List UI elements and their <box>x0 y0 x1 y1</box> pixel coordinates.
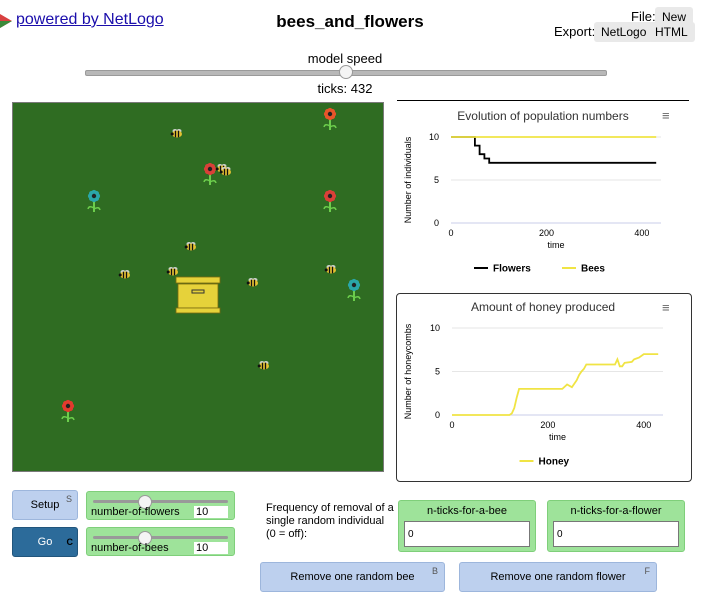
bee <box>118 270 130 279</box>
y-tick-label: 0 <box>435 410 440 420</box>
go-button-label: Go <box>37 536 53 548</box>
number-of-flowers-slider[interactable]: number-of-flowers 10 <box>86 491 235 520</box>
x-tick-label: 200 <box>540 420 555 430</box>
y-tick-label: 10 <box>430 323 440 333</box>
slider-value[interactable]: 10 <box>194 506 228 518</box>
series-line <box>451 136 657 164</box>
bee <box>219 167 231 176</box>
bee <box>184 242 196 251</box>
flower <box>203 162 217 185</box>
bee <box>246 278 258 287</box>
bee <box>166 267 178 276</box>
honey-plot-title: Amount of honey produced <box>470 300 616 314</box>
world-canvas <box>61 107 361 422</box>
slider-name: number-of-bees <box>91 542 169 554</box>
x-tick-label: 400 <box>634 228 649 238</box>
flower <box>347 278 361 301</box>
slider-track[interactable] <box>93 500 228 503</box>
bee <box>257 361 269 370</box>
go-key-hint: C <box>66 537 74 547</box>
netlogo-logo-icon <box>0 14 12 28</box>
x-axis-label: time <box>547 240 564 250</box>
button-label: Remove one random flower <box>490 571 626 583</box>
removal-frequency-note: Frequency of removal of a single random … <box>266 502 394 540</box>
n-ticks-for-a-bee-input[interactable]: n-ticks-for-a-bee 0 <box>398 500 536 552</box>
population-plot-title: Evolution of population numbers <box>457 109 629 123</box>
y-tick-label: 10 <box>429 132 439 142</box>
world-view[interactable] <box>12 102 384 472</box>
series-line <box>452 353 659 416</box>
input-label: n-ticks-for-a-flower <box>570 505 662 517</box>
honey-plot-canvas: 0 5 10 0 200 400 time Number of honeycombs Honey <box>403 323 663 468</box>
powered-by-netlogo-link[interactable]: powered by NetLogo <box>16 11 164 28</box>
model-speed-slider-thumb[interactable] <box>339 65 353 79</box>
y-tick-label: 5 <box>434 175 439 185</box>
n-ticks-for-a-flower-input[interactable]: n-ticks-for-a-flower 0 <box>547 500 685 552</box>
flower <box>323 189 337 212</box>
file-label: File: <box>631 9 656 24</box>
x-tick-label: 400 <box>636 420 651 430</box>
y-tick-label: 5 <box>435 367 440 377</box>
remove-random-flower-button[interactable]: Remove one random flower F <box>459 562 657 592</box>
slider-name: number-of-flowers <box>91 506 180 518</box>
input-field[interactable]: 0 <box>553 521 679 547</box>
x-axis-label: time <box>549 432 566 442</box>
flower <box>61 399 75 422</box>
population-plot: Evolution of population numbers ≡ 0 5 10 0 2… <box>397 100 689 282</box>
hamburger-menu-icon[interactable]: ≡ <box>662 300 670 315</box>
flower <box>87 189 101 212</box>
slider-thumb[interactable] <box>138 495 153 509</box>
setup-key-hint: S <box>65 494 72 504</box>
setup-button[interactable]: Setup S <box>12 490 78 520</box>
export-netlogo-button[interactable]: NetLogo <box>594 22 654 42</box>
slider-value[interactable]: 10 <box>194 542 228 554</box>
input-label: n-ticks-for-a-bee <box>426 505 508 517</box>
key-hint: F <box>644 566 651 576</box>
model-title: bees_and_flowers <box>276 12 424 31</box>
button-label: Remove one random bee <box>290 571 415 583</box>
legend-label[interactable]: Flowers <box>493 264 531 275</box>
x-tick-label: 0 <box>448 228 453 238</box>
ticks-counter: ticks: 432 <box>317 81 373 96</box>
bee <box>324 265 336 274</box>
honey-plot: Amount of honey produced ≡ 0 5 10 0 200 400 ti… <box>396 293 692 482</box>
flower <box>323 107 337 130</box>
remove-random-bee-button[interactable]: Remove one random bee B <box>260 562 445 592</box>
legend-label[interactable]: Honey <box>539 457 570 468</box>
key-hint: B <box>431 566 438 576</box>
number-of-bees-slider[interactable]: number-of-bees 10 <box>86 527 235 556</box>
setup-button-label: Setup <box>30 499 60 511</box>
x-tick-label: 0 <box>449 420 454 430</box>
y-axis-label: Number of honeycombs <box>403 323 413 419</box>
legend-label[interactable]: Bees <box>581 264 605 275</box>
input-field[interactable]: 0 <box>404 521 530 547</box>
slider-track[interactable] <box>93 536 228 539</box>
beehive <box>175 276 221 314</box>
hamburger-menu-icon[interactable]: ≡ <box>662 108 670 123</box>
model-speed-label: model speed <box>307 51 383 66</box>
x-tick-label: 200 <box>539 228 554 238</box>
bee <box>170 129 182 138</box>
y-axis-label: Number of individuals <box>403 136 413 223</box>
slider-thumb[interactable] <box>138 531 153 545</box>
y-tick-label: 0 <box>434 218 439 228</box>
go-button[interactable]: Go C <box>12 527 78 557</box>
population-plot-canvas: 0 5 10 0 200 400 time Number of individuals Flow… <box>403 132 661 275</box>
export-label: Export: <box>554 24 596 39</box>
export-html-button[interactable]: HTML <box>648 22 695 42</box>
